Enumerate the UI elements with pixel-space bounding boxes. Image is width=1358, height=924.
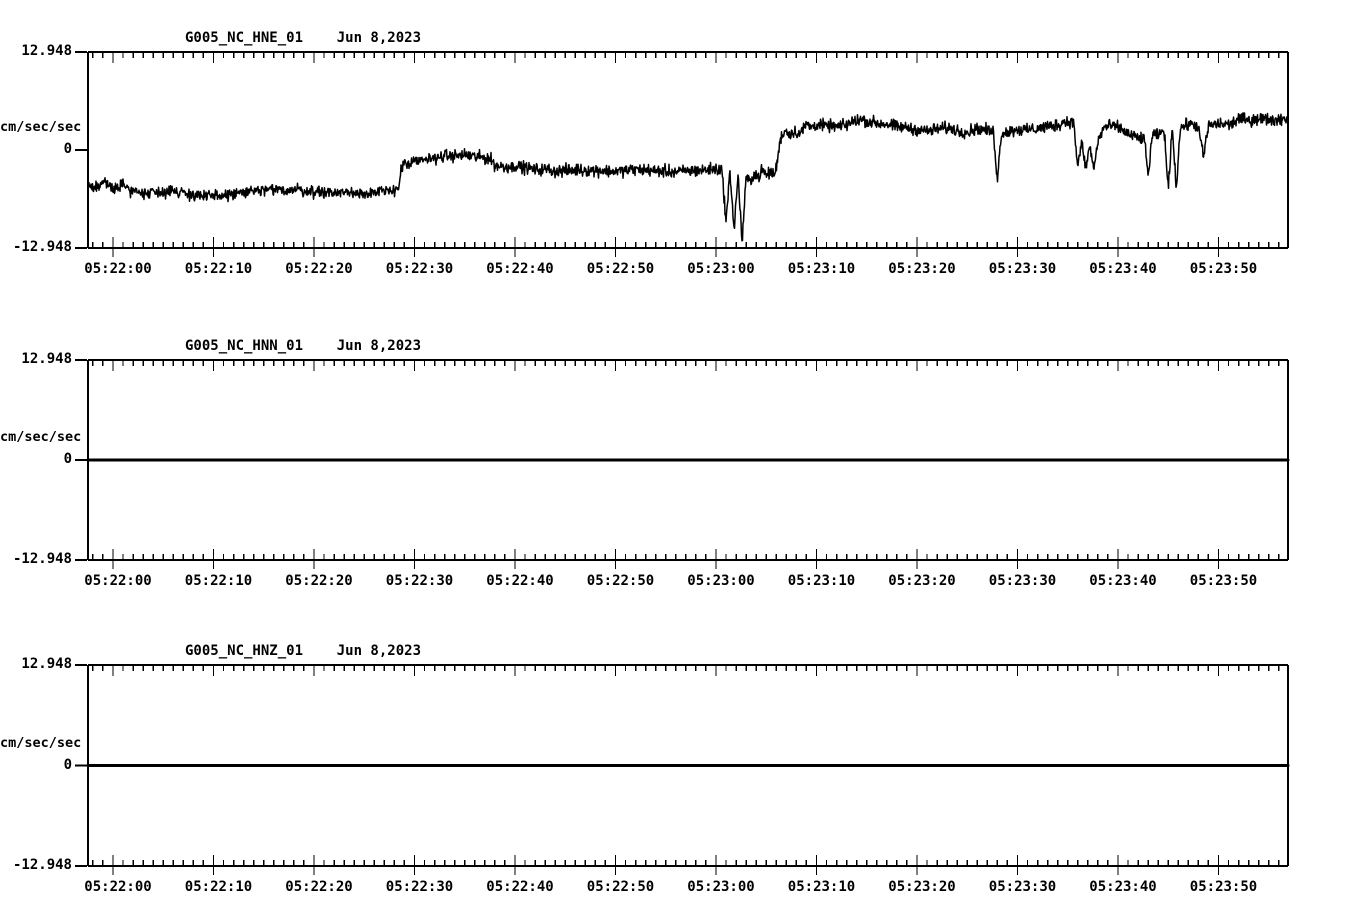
x-axis-tick-label: 05:22:20: [285, 879, 353, 895]
x-axis-tick-label: 05:23:20: [888, 261, 956, 277]
x-axis-tick-label: 05:22:40: [486, 261, 554, 277]
x-axis-tick-label: 05:22:40: [486, 573, 554, 589]
y-axis-zero-label: 0: [63, 141, 72, 157]
x-axis-tick-label: 05:23:30: [988, 261, 1057, 277]
x-axis-tick-label: 05:23:40: [1089, 879, 1157, 895]
x-axis-tick-label: 05:23:50: [1189, 879, 1258, 895]
waveform-trace: [88, 112, 1289, 242]
x-axis-tick-label: 05:23:30: [988, 879, 1057, 895]
x-axis-tick-label: 05:23:30: [988, 573, 1057, 589]
x-axis-tick-label: 05:23:20: [888, 573, 956, 589]
x-axis-tick-label: 05:23:40: [1089, 573, 1157, 589]
x-axis-tick-label: 05:22:50: [586, 261, 655, 277]
x-axis-tick-label: 05:22:20: [285, 261, 353, 277]
x-axis-tick-label: 05:22:00: [84, 261, 152, 277]
x-axis-tick-label: 05:22:00: [84, 573, 152, 589]
panel-title: G005_NC_HNN_01 Jun 8,2023: [185, 338, 422, 354]
y-axis-unit-label: cm/sec/sec: [0, 734, 82, 751]
y-axis-min-label: -12.948: [12, 551, 72, 567]
x-axis-tick-label: 05:23:40: [1089, 261, 1157, 277]
y-axis-min-label: -12.948: [12, 857, 72, 873]
y-axis-max-label: 12.948: [21, 351, 72, 367]
y-axis-max-label: 12.948: [21, 656, 72, 672]
x-axis-tick-label: 05:22:30: [385, 879, 454, 895]
y-axis-unit-label: cm/sec/sec: [0, 119, 82, 135]
x-axis-tick-label: 05:22:00: [84, 879, 152, 895]
x-axis-tick-label: 05:22:40: [486, 879, 554, 895]
x-axis-tick-label: 05:23:20: [888, 879, 956, 895]
x-axis-tick-label: 05:22:50: [586, 879, 655, 895]
x-axis-tick-label: 05:23:00: [687, 573, 755, 589]
x-axis-tick-label: 05:22:10: [184, 879, 253, 895]
x-axis-tick-label: 05:22:50: [586, 573, 655, 589]
x-axis-tick-label: 05:23:10: [787, 879, 856, 895]
x-axis-tick-label: 05:22:10: [184, 573, 253, 589]
x-axis-tick-label: 05:22:10: [184, 261, 253, 277]
y-axis-unit-label: cm/sec/sec: [0, 429, 82, 445]
y-axis-zero-label: 0: [63, 756, 72, 773]
x-axis-tick-label: 05:23:10: [787, 261, 856, 277]
y-axis-zero-label: 0: [63, 451, 72, 467]
x-axis-tick-label: 05:22:20: [285, 573, 353, 589]
x-axis-tick-label: 05:22:30: [385, 573, 454, 589]
x-axis-tick-label: 05:22:30: [385, 261, 454, 277]
y-axis-max-label: 12.948: [21, 43, 72, 59]
x-axis-tick-label: 05:23:50: [1189, 573, 1258, 589]
x-axis-tick-label: 05:23:00: [687, 261, 755, 277]
x-axis-tick-label: 05:23:50: [1189, 261, 1258, 277]
y-axis-min-label: -12.948: [12, 239, 72, 255]
panel-title: G005_NC_HNE_01 Jun 8,2023: [185, 30, 422, 46]
x-axis-tick-label: 05:23:00: [687, 879, 755, 895]
panel-title: G005_NC_HNZ_01 Jun 8,2023: [185, 643, 422, 659]
x-axis-tick-label: 05:23:10: [787, 573, 856, 589]
